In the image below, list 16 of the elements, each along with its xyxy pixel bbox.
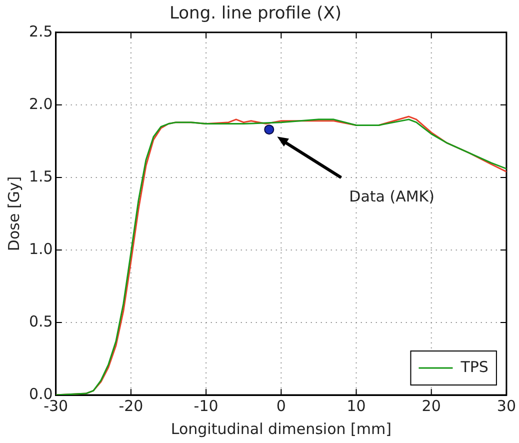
y-tick-label: 1.5	[28, 167, 53, 186]
legend-label: TPS	[460, 358, 488, 376]
chart-title: Long. line profile (X)	[169, 4, 342, 24]
x-tick-label: 20	[422, 396, 441, 415]
x-tick-label: 30	[496, 396, 516, 415]
x-tick-label: 10	[346, 396, 366, 415]
x-tick-label: 0	[276, 396, 286, 415]
y-tick-label: 0.5	[28, 312, 53, 330]
x-tick-label: -10	[194, 396, 218, 415]
y-tick-label: 2.5	[28, 22, 53, 40]
y-axis-title: Dose [Gy]	[4, 176, 23, 252]
x-tick-label: -20	[118, 396, 144, 415]
y-tick-label: 1.0	[28, 240, 53, 258]
annotation: Data (AMK)	[349, 187, 434, 206]
y-tick-label: 2.0	[28, 94, 53, 113]
x-axis-title: Longitudinal dimension [mm]	[170, 420, 392, 438]
